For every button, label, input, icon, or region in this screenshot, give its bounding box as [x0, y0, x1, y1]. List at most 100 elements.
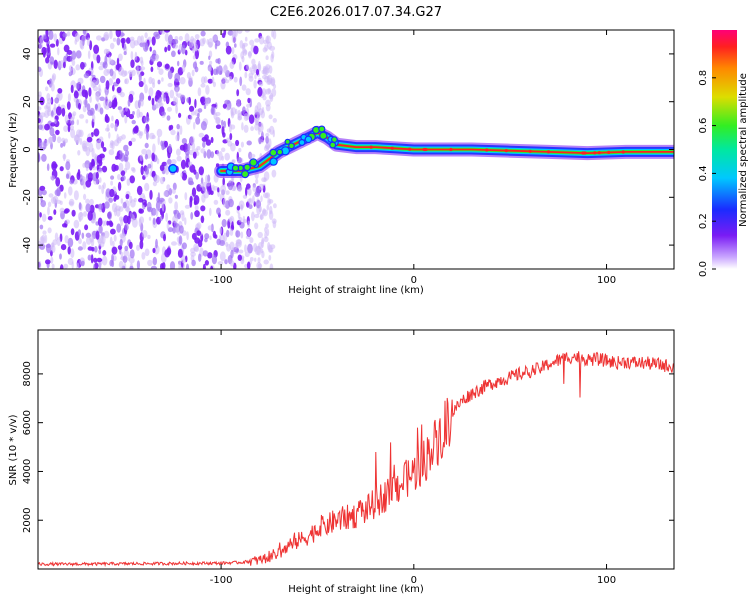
trace-blob — [284, 138, 291, 145]
noise-blob — [255, 68, 260, 76]
noise-blob — [57, 47, 60, 56]
noise-blob — [136, 244, 140, 251]
noise-blob — [272, 220, 277, 229]
noise-blob — [84, 98, 88, 108]
trace-blob — [298, 139, 306, 147]
noise-blob — [236, 30, 243, 34]
noise-blob — [244, 30, 250, 33]
noise-blob — [172, 39, 179, 45]
noise-blob — [82, 162, 86, 168]
noise-blob — [81, 232, 85, 239]
noise-blob — [177, 248, 183, 258]
noise-blob — [47, 43, 50, 54]
noise-blob — [51, 263, 55, 269]
noise-blob — [191, 259, 196, 267]
noise-blob — [209, 235, 212, 241]
noise-blob — [238, 249, 244, 254]
noise-blob — [39, 224, 44, 230]
noise-blob — [55, 177, 61, 187]
noise-blob — [220, 184, 227, 194]
noise-blob — [53, 59, 58, 69]
noise-blob — [166, 184, 171, 191]
noise-blob — [140, 99, 144, 107]
noise-blob — [240, 204, 243, 210]
noise-blob — [238, 61, 242, 71]
noise-blob — [262, 75, 268, 80]
noise-blob — [260, 195, 263, 202]
noise-blob — [70, 128, 76, 139]
noise-blob — [144, 127, 147, 135]
noise-blob — [255, 187, 261, 196]
noise-blob — [95, 230, 100, 240]
noise-blob — [194, 205, 199, 211]
noise-blob — [82, 175, 85, 186]
noise-blob — [152, 256, 157, 266]
noise-blob — [85, 180, 92, 188]
noise-blob — [136, 65, 139, 75]
noise-blob — [236, 156, 242, 164]
noise-blob — [83, 73, 90, 79]
noise-blob — [59, 253, 62, 260]
noise-blob — [72, 111, 77, 117]
noise-blob — [109, 188, 115, 198]
noise-blob — [204, 233, 210, 240]
noise-blob — [150, 66, 154, 73]
noise-blob — [237, 254, 242, 261]
noise-blob — [267, 242, 271, 251]
noise-blob — [102, 255, 108, 266]
noise-blob — [105, 91, 108, 100]
noise-blob — [115, 78, 121, 85]
noise-blob — [167, 82, 173, 88]
noise-blob — [134, 100, 139, 110]
noise-blob — [48, 193, 54, 198]
noise-blob — [106, 49, 110, 54]
noise-blob — [110, 180, 113, 186]
noise-blob — [55, 106, 62, 116]
noise-blob — [65, 173, 70, 179]
noise-blob — [266, 228, 270, 237]
noise-blob — [98, 136, 104, 143]
colorbar-tick-label: 0.6 — [698, 118, 709, 134]
noise-blob — [184, 217, 187, 226]
noise-blob — [241, 122, 244, 131]
noise-blob — [200, 205, 206, 212]
noise-blob — [46, 93, 51, 101]
noise-blob — [48, 30, 54, 40]
noise-blob — [77, 229, 81, 236]
noise-blob — [198, 166, 204, 176]
colorbar-ticks: 0.0 0.2 0.4 0.6 0.8 — [698, 70, 716, 277]
noise-blob — [136, 185, 143, 196]
noise-blob — [77, 77, 84, 85]
noise-blob — [149, 55, 156, 62]
noise-blob — [92, 166, 97, 171]
noise-blob — [272, 118, 277, 123]
noise-blob — [163, 190, 169, 197]
noise-blob — [245, 88, 251, 96]
noise-blob — [202, 250, 209, 257]
noise-blob — [104, 201, 110, 209]
noise-blob — [61, 107, 66, 117]
colorbar-tick-label: 0.2 — [698, 213, 709, 229]
noise-blob — [77, 169, 81, 177]
noise-blob — [230, 124, 236, 130]
noise-blob — [243, 124, 249, 133]
noise-blob — [234, 43, 237, 48]
y-tick-label: 20 — [22, 95, 33, 108]
noise-blob — [138, 208, 143, 214]
noise-blob — [228, 76, 233, 81]
noise-blob — [167, 44, 171, 52]
noise-blob — [92, 85, 99, 92]
noise-blob — [167, 227, 174, 233]
noise-blob — [38, 66, 42, 72]
noise-blob — [146, 130, 149, 141]
noise-blob — [181, 138, 187, 145]
noise-blob — [118, 53, 123, 62]
noise-blob — [127, 99, 131, 107]
noise-blob — [184, 204, 191, 209]
noise-blob — [164, 63, 170, 70]
noise-blob — [242, 219, 247, 224]
noise-blob — [139, 154, 144, 162]
spectrogram-panel: -100 0 100 -40 -20 0 20 40 Height of straight l… — [8, 29, 675, 296]
noise-blob — [228, 198, 234, 208]
snr-panel: -100 0 100 2000 4000 6000 8000 Height of strai… — [8, 329, 675, 595]
